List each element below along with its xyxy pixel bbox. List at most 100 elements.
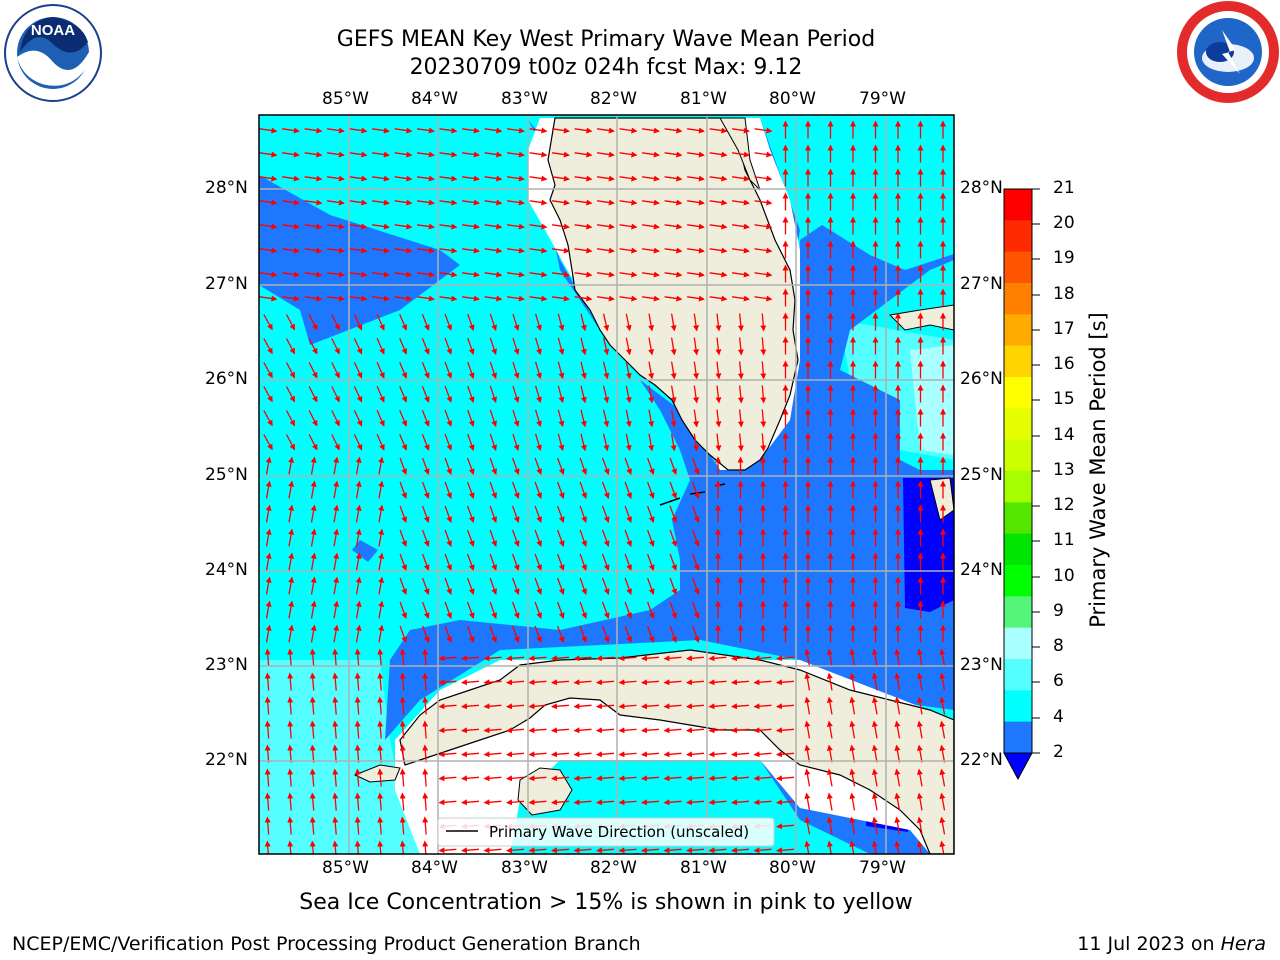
wave-direction-arrow <box>646 481 655 499</box>
wave-direction-arrow <box>556 601 565 619</box>
wave-direction-arrow <box>670 409 677 428</box>
lon-tick-bottom: 82°W <box>590 858 637 878</box>
wave-direction-arrow <box>332 672 339 691</box>
colorbar-segment <box>1004 690 1032 723</box>
wave-direction-arrow <box>597 295 615 302</box>
wave-direction-arrow <box>618 679 637 686</box>
wave-direction-arrow <box>417 175 435 182</box>
wave-direction-arrow <box>376 337 385 355</box>
wave-direction-arrow <box>444 505 453 523</box>
wave-direction-arrow <box>264 744 271 763</box>
wave-direction-arrow <box>421 385 430 403</box>
wave-direction-arrow <box>669 481 678 499</box>
wave-direction-arrow <box>686 703 705 710</box>
wave-direction-arrow <box>399 601 408 619</box>
wave-direction-arrow <box>687 223 705 230</box>
wave-direction-arrow <box>731 703 750 710</box>
wave-direction-arrow <box>439 127 458 134</box>
wave-direction-arrow <box>939 648 946 667</box>
wave-direction-arrow <box>461 775 480 782</box>
wave-direction-arrow <box>511 553 520 571</box>
wave-direction-arrow <box>377 720 384 739</box>
wave-direction-arrow <box>601 601 610 619</box>
wave-direction-arrow <box>507 175 525 182</box>
wave-direction-arrow <box>596 655 615 662</box>
wave-direction-arrow <box>619 127 638 134</box>
wave-direction-arrow <box>646 457 655 475</box>
wave-direction-arrow <box>669 577 678 595</box>
wave-direction-arrow <box>715 409 722 428</box>
wave-direction-arrow <box>731 775 750 782</box>
wave-direction-arrow <box>552 175 570 182</box>
noaa-logo: NOAA <box>4 4 102 102</box>
wave-direction-arrow <box>597 223 615 230</box>
wave-direction-arrow <box>394 175 413 182</box>
wave-direction-arrow <box>551 799 570 806</box>
wave-direction-arrow <box>483 751 502 758</box>
wave-direction-arrow <box>264 696 271 715</box>
wave-direction-arrow <box>259 151 278 158</box>
wave-direction-arrow <box>378 480 385 499</box>
colorbar-segment <box>1004 314 1032 347</box>
wave-direction-arrow <box>557 361 565 380</box>
wave-direction-arrow <box>461 751 480 758</box>
wave-direction-arrow <box>551 703 570 710</box>
colorbar-tick-label: 14 <box>1053 425 1075 445</box>
wave-direction-arrow <box>417 295 435 302</box>
wave-direction-arrow <box>597 127 615 134</box>
wave-direction-arrow <box>461 655 480 662</box>
wave-direction-arrow <box>378 456 385 475</box>
wave-direction-arrow <box>489 625 498 643</box>
wave-direction-arrow <box>618 751 637 758</box>
wave-direction-arrow <box>422 840 429 854</box>
wave-direction-arrow <box>754 199 773 206</box>
wave-direction-arrow <box>641 679 660 686</box>
wave-direction-arrow <box>642 295 660 302</box>
wave-direction-arrow <box>309 672 316 691</box>
wave-direction-arrow <box>263 434 273 451</box>
wave-direction-arrow <box>708 655 727 662</box>
lon-tick-top: 85°W <box>322 89 369 109</box>
wave-direction-arrow <box>309 696 316 715</box>
wave-direction-arrow <box>304 151 323 158</box>
wave-direction-arrow <box>871 744 878 763</box>
wave-direction-arrow <box>709 295 728 302</box>
wave-direction-arrow <box>489 433 497 452</box>
wave-direction-arrow <box>372 223 390 230</box>
wave-direction-arrow <box>732 127 750 134</box>
wave-direction-arrow <box>333 576 340 595</box>
wave-direction-arrow <box>625 361 632 380</box>
wave-direction-arrow <box>354 672 361 691</box>
wave-direction-arrow <box>287 720 294 739</box>
colorbar-under-arrow <box>1003 752 1033 781</box>
legend-label: Primary Wave Direction (unscaled) <box>489 823 749 841</box>
wave-direction-arrow <box>354 792 361 811</box>
wave-direction-arrow <box>439 151 458 158</box>
wave-direction-arrow <box>376 385 385 403</box>
wave-direction-arrow <box>557 409 565 428</box>
wave-direction-arrow <box>309 768 316 787</box>
wave-direction-arrow <box>580 313 587 332</box>
wave-direction-arrow <box>507 127 525 134</box>
lat-tick-left: 27°N <box>205 274 248 294</box>
wave-direction-arrow <box>601 529 610 547</box>
wave-direction-arrow <box>309 648 316 667</box>
wave-direction-arrow <box>466 505 475 523</box>
wave-direction-arrow <box>484 175 503 182</box>
wave-direction-arrow <box>265 504 272 523</box>
wave-direction-arrow <box>826 696 833 715</box>
wave-direction-arrow <box>528 775 547 782</box>
wave-direction-arrow <box>355 600 362 619</box>
wave-direction-arrow <box>732 247 750 254</box>
wave-direction-arrow <box>461 727 480 734</box>
wave-direction-arrow <box>916 648 923 667</box>
wave-direction-arrow <box>462 271 480 278</box>
wave-direction-arrow <box>687 295 705 302</box>
wave-direction-arrow <box>597 175 615 182</box>
wave-direction-arrow <box>355 576 362 595</box>
colorbar-segment <box>1004 439 1032 472</box>
wave-direction-arrow <box>573 847 592 854</box>
wave-direction-arrow <box>439 247 458 254</box>
wave-direction-arrow <box>624 529 633 547</box>
wave-direction-arrow <box>663 703 682 710</box>
